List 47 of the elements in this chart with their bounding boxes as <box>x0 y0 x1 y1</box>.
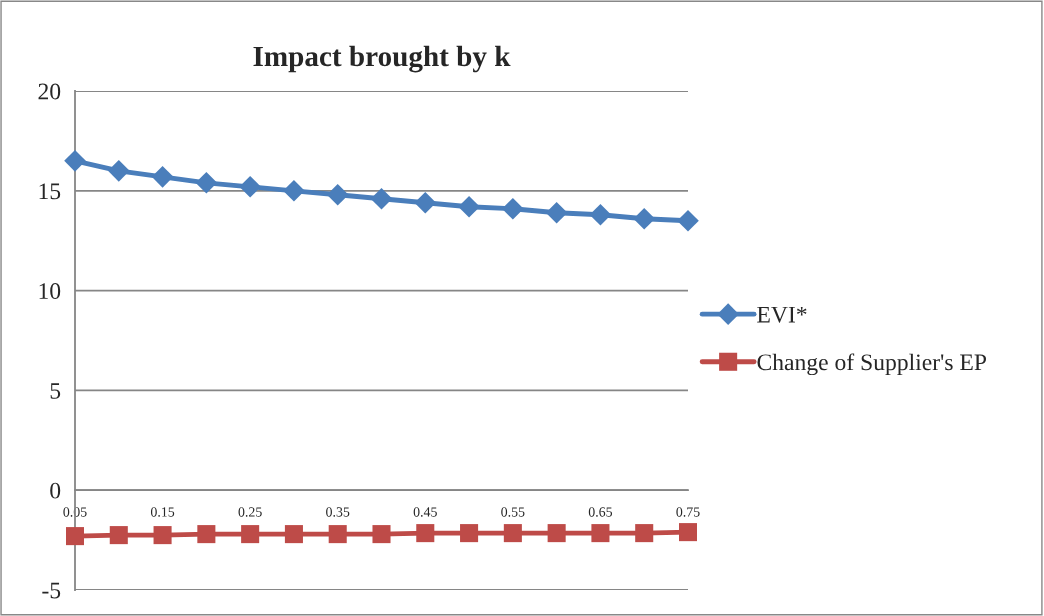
point <box>328 525 347 544</box>
point <box>414 191 437 214</box>
point <box>283 180 305 202</box>
point <box>677 209 699 232</box>
x-tick-label: 0.35 <box>326 507 350 517</box>
y-tick-label: 5 <box>50 383 61 399</box>
point <box>284 525 303 544</box>
legend-label: Change of Supplier's EP <box>757 353 987 376</box>
y-tick-label: 20 <box>38 83 61 100</box>
x-tick-label: 0.75 <box>676 507 700 517</box>
point <box>460 524 479 543</box>
point <box>65 527 85 546</box>
chart-title: Impact brought by k <box>253 45 511 73</box>
point <box>635 524 654 543</box>
point <box>633 207 656 230</box>
y-tick-label: 10 <box>39 283 61 300</box>
x-tick-label: 0.25 <box>238 507 262 517</box>
point <box>326 183 349 206</box>
point <box>109 526 128 545</box>
legend-label: EVI* <box>757 306 807 323</box>
point <box>591 524 610 543</box>
point <box>107 160 130 182</box>
point <box>241 525 260 544</box>
point <box>589 203 612 226</box>
point <box>547 524 566 543</box>
point <box>678 523 698 542</box>
point <box>64 150 86 172</box>
point <box>416 524 435 543</box>
y-tick-label: -5 <box>42 582 61 599</box>
point <box>458 195 480 218</box>
x-tick-label: 0.05 <box>63 507 87 517</box>
point <box>370 187 393 210</box>
x-tick-label: 0.15 <box>150 507 175 517</box>
point <box>372 525 391 544</box>
point <box>503 524 522 543</box>
point <box>151 166 174 188</box>
x-tick-label: 0.45 <box>413 507 437 517</box>
point <box>545 201 568 224</box>
x-tick-label: 0.65 <box>588 507 613 517</box>
y-tick-label: 15 <box>39 183 61 200</box>
point <box>502 197 524 220</box>
point <box>195 172 218 194</box>
point <box>239 176 261 198</box>
point <box>153 526 172 545</box>
point <box>197 525 216 544</box>
y-tick-label: 0 <box>50 482 61 499</box>
x-tick-label: 0.55 <box>501 507 525 517</box>
